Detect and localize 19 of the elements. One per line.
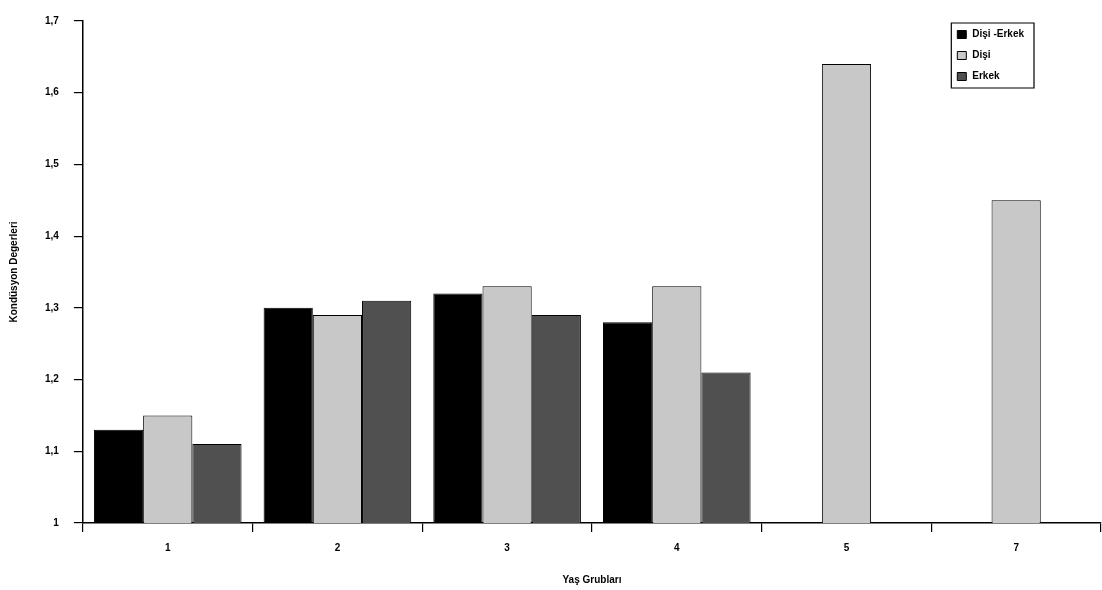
x-tick-label: 5 <box>843 541 850 553</box>
legend-label: Dişi -Erkek <box>972 28 1025 40</box>
y-tick-label: 1,1 <box>45 445 60 457</box>
x-tick-label: 1 <box>164 541 171 553</box>
y-tick-label: 1,6 <box>45 86 60 98</box>
y-tick-label: 1,7 <box>45 14 60 26</box>
legend-label: Erkek <box>972 70 1000 82</box>
y-axis-title: Kondüsyon Degerleri <box>7 221 19 323</box>
x-tick-label: 3 <box>504 541 511 553</box>
y-tick-label: 1,2 <box>45 373 60 385</box>
y-tick-label: 1,5 <box>45 158 60 170</box>
legend-label: Dişi <box>972 49 991 61</box>
x-tick-label: 2 <box>334 541 341 553</box>
x-tick-label: 7 <box>1013 541 1020 553</box>
x-axis-title: Yaş Grubları <box>562 573 622 585</box>
y-tick-label: 1,3 <box>45 301 60 313</box>
x-tick-label: 4 <box>674 541 681 553</box>
y-tick-label: 1 <box>53 516 60 528</box>
y-tick-label: 1,4 <box>45 229 60 241</box>
